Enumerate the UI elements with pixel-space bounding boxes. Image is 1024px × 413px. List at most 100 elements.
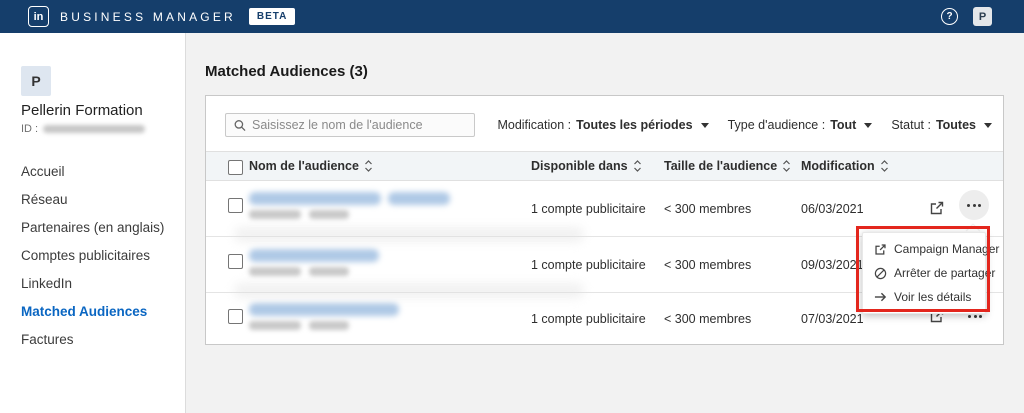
audience-subtext-redacted [249,321,301,330]
column-label: Taille de l'audience [664,159,778,173]
column-label: Nom de l'audience [249,159,359,173]
audiences-card: Modification : Toutes les périodes Type … [205,95,1004,345]
audience-subtext-redacted [249,210,301,219]
cell-modified: 06/03/2021 [801,201,864,216]
filter-value: Tout [830,118,857,132]
redaction-smear [234,283,584,298]
audience-subtext-redacted [309,321,349,330]
sidebar-item-label: Réseau [21,191,68,207]
filter-modification[interactable]: Modification : Toutes les périodes [497,118,709,132]
select-all-checkbox[interactable] [228,160,243,175]
ellipsis-icon [973,314,977,318]
menu-item-label: Campaign Manager [894,242,1000,256]
sidebar-item-label: LinkedIn [21,275,73,291]
chevron-down-icon [700,122,709,128]
audience-search[interactable] [225,113,475,137]
sidebar-item-matched-audiences[interactable]: Matched Audiences [0,297,184,325]
row-actions-menu-button[interactable] [959,190,989,220]
search-icon [234,119,246,131]
cell-size: < 300 membres [664,312,752,326]
cell-available: 1 compte publicitaire [531,257,646,272]
cell-size: < 300 membres [664,257,752,272]
cell-available: 1 compte publicitaire [531,201,646,216]
search-input[interactable] [251,118,466,132]
filter-value: Toutes les périodes [576,118,693,132]
row-actions-menu-button[interactable] [963,310,987,322]
menu-item-arreter-de-partager[interactable]: Arrêter de partager [863,261,995,285]
cell-modified: 09/03/2021 [801,257,864,272]
linkedin-logo-icon[interactable]: in [28,6,49,27]
arrow-right-icon [874,292,887,302]
menu-item-campaign-manager[interactable]: Campaign Manager [863,237,999,261]
sidebar: P Pellerin Formation ID : Accueil Réseau… [0,33,186,413]
cell-size: < 300 membres [664,201,752,216]
sidebar-item-factures[interactable]: Factures [0,325,184,353]
cell-modified: 07/03/2021 [801,312,864,326]
filter-bar: Modification : Toutes les périodes Type … [497,118,992,132]
column-header-name[interactable]: Nom de l'audience [249,152,373,180]
user-avatar[interactable]: P [973,7,992,26]
row-checkbox[interactable] [228,309,243,324]
menu-item-label: Voir les détails [894,290,972,304]
filter-label: Modification : [497,118,572,132]
sort-icon [365,160,372,172]
account-id-label: ID : [21,123,39,135]
page-title: Matched Audiences (3) [205,63,368,80]
cell-available: 1 compte publicitaire [531,312,646,326]
linkedin-logo-text: in [33,10,44,23]
column-header-available[interactable]: Disponible dans [531,152,642,180]
sidebar-item-label: Comptes publicitaires [21,247,151,263]
account-id-redacted [43,125,146,133]
audience-name-link[interactable] [388,192,450,205]
block-icon [874,267,887,279]
topbar-actions: ? P [941,7,1024,26]
filter-statut[interactable]: Statut : Toutes [891,118,992,132]
help-icon[interactable]: ? [941,8,958,25]
redaction-smear [234,227,584,242]
audience-subtext-redacted [309,267,349,276]
sidebar-item-comptes-publicitaires[interactable]: Comptes publicitaires [0,241,184,269]
filter-type-audience[interactable]: Type d'audience : Tout [728,118,873,132]
row-checkbox[interactable] [228,198,243,213]
sidebar-item-label: Matched Audiences [21,303,148,319]
sidebar-item-reseau[interactable]: Réseau [0,185,184,213]
filter-value: Toutes [935,118,976,132]
account-id: ID : [21,123,146,135]
audience-name-link[interactable] [249,303,399,316]
account-name: Pellerin Formation [21,102,143,119]
audience-subtext-redacted [249,267,301,276]
audience-name-link[interactable] [249,249,379,262]
external-link-icon [875,243,886,255]
column-header-size[interactable]: Taille de l'audience [664,152,791,180]
ellipsis-icon [978,203,981,207]
top-bar: in BUSINESS MANAGER BETA ? P [0,0,1024,33]
table-row: 1 compte publicitaire < 300 membres 06/0… [206,181,1003,237]
sidebar-menu: Accueil Réseau Partenaires (en anglais) … [0,157,184,353]
ellipsis-icon [967,203,970,207]
table-header: Nom de l'audience Disponible dans Taille… [206,151,1003,181]
chevron-down-icon [864,122,873,128]
row-checkbox[interactable] [228,254,243,269]
sidebar-item-label: Accueil [21,163,65,179]
beta-badge: BETA [248,8,296,25]
column-header-modification[interactable]: Modification [801,152,889,180]
sidebar-item-linkedin[interactable]: LinkedIn [0,269,184,297]
audience-subtext-redacted [309,210,349,219]
app-title: BUSINESS MANAGER [60,9,236,24]
table-row: 1 compte publicitaire < 300 membres 09/0… [206,237,1003,293]
open-in-campaign-manager-icon[interactable] [927,198,947,218]
sidebar-item-partenaires[interactable]: Partenaires (en anglais) [0,213,184,241]
sort-icon [633,160,641,172]
sidebar-item-label: Factures [21,331,74,347]
sidebar-item-accueil[interactable]: Accueil [0,157,184,185]
ellipsis-icon [979,314,982,318]
column-label: Disponible dans [531,159,628,173]
ellipsis-icon [972,203,976,207]
menu-item-voir-les-details[interactable]: Voir les détails [863,285,985,309]
ellipsis-icon [968,314,971,318]
chevron-down-icon [984,122,992,128]
row-actions-menu: Campaign Manager Arrêter de partager Voi… [862,232,999,314]
main-content: Matched Audiences (3) Modification : Tou… [187,33,1024,413]
audience-name-link[interactable] [249,192,381,205]
